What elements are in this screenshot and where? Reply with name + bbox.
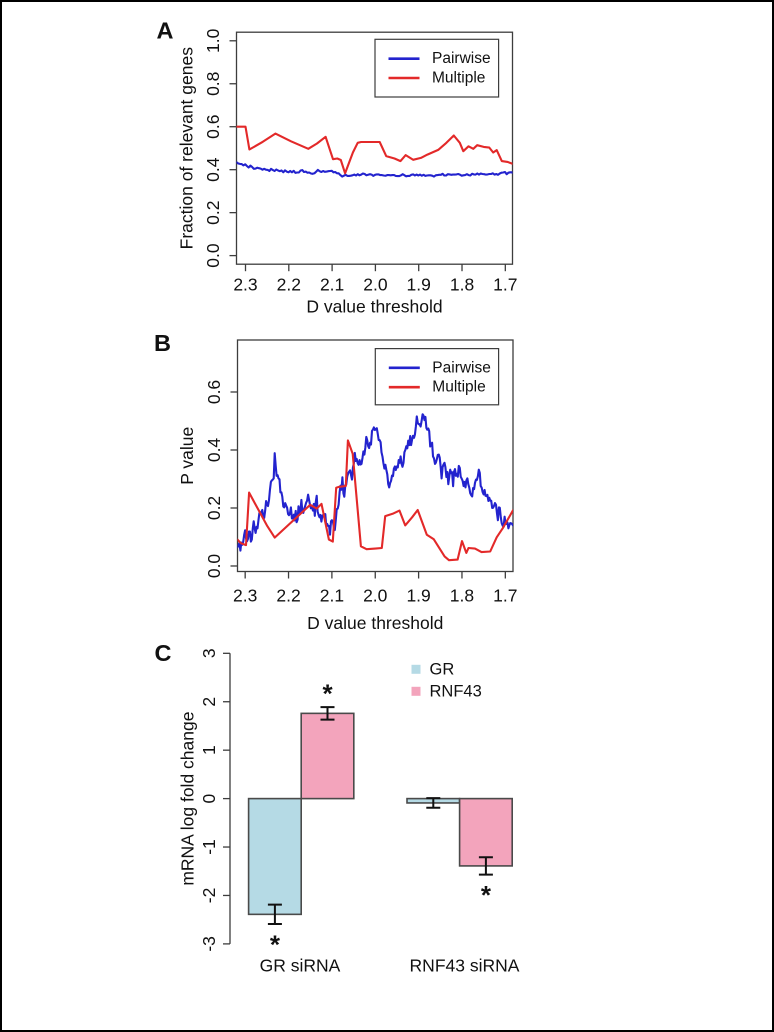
- legend-pairwise-label: Pairwise: [432, 50, 491, 67]
- error-bar: [426, 797, 441, 809]
- panel-a-letter: A: [157, 18, 174, 44]
- legend-pairwise-label: Pairwise: [432, 359, 491, 376]
- x-tick-label: 1.7: [493, 586, 517, 606]
- panel-b: B 0.0 0.2 0.4 0.6 2.3 2.2 2.1 2.0 1.9 1.8 1.7 D valu…: [154, 330, 517, 633]
- y-tick-label: 0.4: [204, 438, 224, 463]
- pairwise-line: [237, 413, 513, 552]
- y-axis-title: Fraction of relevant genes: [177, 47, 197, 250]
- y-tick-label: 0.8: [203, 72, 223, 96]
- y-tick-label: 0.2: [204, 496, 224, 520]
- y-tick-label: 1.0: [203, 28, 223, 53]
- category-label: RNF43 siRNA: [410, 956, 520, 976]
- error-bar: [478, 856, 493, 876]
- significance-asterisk: *: [322, 679, 333, 709]
- x-axis-title: D value threshold: [306, 297, 442, 317]
- panel-a-plot-box: [235, 31, 514, 265]
- x-tick-label: 2.3: [233, 275, 257, 295]
- x-tick-label: 2.2: [276, 586, 300, 606]
- y-tick-label: -3: [199, 936, 219, 952]
- y-tick-label: 0.6: [204, 380, 224, 404]
- x-tick-label: 2.3: [233, 586, 257, 606]
- multiple-line: [237, 439, 513, 562]
- y-tick-label: 0.2: [203, 200, 223, 224]
- panel-c-letter: C: [155, 640, 172, 666]
- legend-box: [374, 348, 500, 406]
- x-tick-label: 2.0: [363, 586, 388, 606]
- bar-gr-sirna-rnf43: [300, 712, 355, 800]
- y-tick-label: 1: [199, 745, 219, 755]
- x-tick-label: 2.1: [320, 275, 344, 295]
- pairwise-line: [236, 161, 513, 178]
- x-tick-label: 1.8: [450, 275, 474, 295]
- error-bar: [267, 903, 282, 926]
- y-tick-label: 3: [199, 648, 219, 658]
- x-tick-label: 1.9: [406, 586, 430, 606]
- bar-gr-sirna-gr: [247, 797, 303, 916]
- legend-rnf43-label: RNF43: [430, 682, 482, 700]
- y-tick-label: 0.0: [204, 554, 224, 579]
- legend-multiple-label: Multiple: [432, 379, 485, 396]
- significance-asterisk: *: [481, 880, 492, 910]
- y-tick-label: 2: [199, 697, 219, 707]
- error-bar: [320, 706, 335, 721]
- y-tick-label: 0.6: [203, 115, 223, 139]
- panel-b-letter: B: [154, 330, 171, 356]
- multiple-line: [236, 125, 513, 175]
- y-tick-label: 0.4: [203, 157, 223, 182]
- legend-rnf43-swatch: [411, 686, 421, 696]
- category-label: GR siRNA: [260, 956, 341, 976]
- x-tick-label: 2.0: [363, 275, 388, 295]
- y-tick-label: 0: [199, 793, 219, 803]
- x-tick-label: 1.7: [493, 275, 517, 295]
- significance-asterisk: *: [270, 930, 281, 960]
- y-tick-label: -1: [199, 839, 219, 855]
- y-tick-label: -2: [199, 888, 219, 904]
- legend-gr-swatch: [411, 664, 421, 674]
- y-axis-title: P value: [177, 427, 197, 485]
- y-axis-title: mRNA log fold change: [178, 712, 198, 886]
- legend-box: [374, 38, 500, 98]
- x-axis-title: D value threshold: [307, 613, 443, 633]
- legend-multiple-label: Multiple: [432, 70, 485, 87]
- panel-a: A 0.0 0.2 0.4 0.6 0.8 1.0 2.3 2.2 2.1 2.0 1.9 1.8 1.7…: [157, 18, 518, 317]
- x-tick-label: 1.9: [407, 275, 431, 295]
- y-tick-label: 0.0: [203, 243, 223, 268]
- x-tick-label: 2.1: [320, 586, 344, 606]
- bar-rnf43-sirna-rnf43: [458, 797, 514, 867]
- x-tick-label: 2.2: [277, 275, 301, 295]
- legend-gr-label: GR: [430, 660, 455, 678]
- x-tick-label: 1.8: [450, 586, 474, 606]
